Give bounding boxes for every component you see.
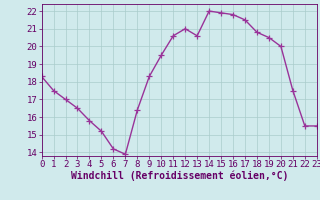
X-axis label: Windchill (Refroidissement éolien,°C): Windchill (Refroidissement éolien,°C) <box>70 171 288 181</box>
